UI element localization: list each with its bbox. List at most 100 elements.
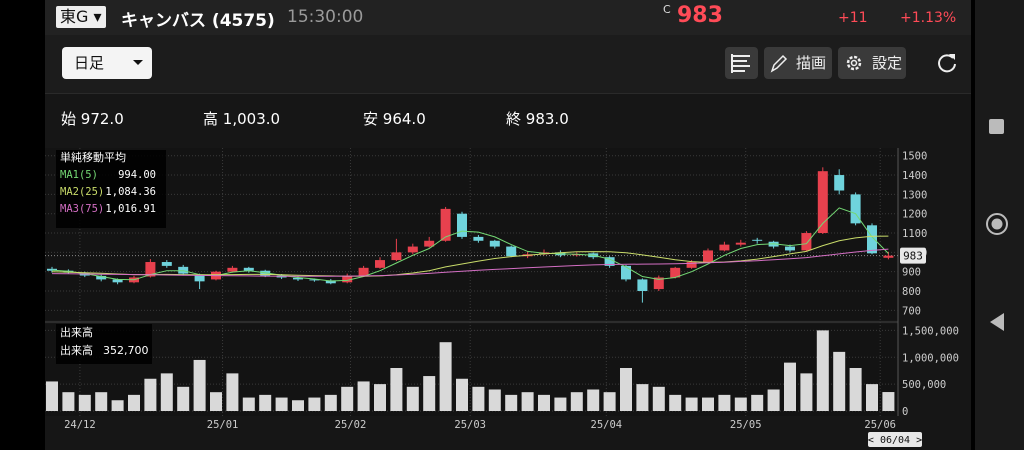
candle-body [752, 239, 763, 241]
grid-layer: 7008009001000110012001300140015000500,00… [45, 148, 959, 418]
volume-bar [784, 362, 796, 411]
candle-body [473, 236, 484, 241]
volume-bar [242, 397, 255, 411]
price-panel [45, 148, 898, 320]
volume-latest-value: 352,700 [103, 344, 149, 357]
legend-box [56, 324, 152, 364]
candle-body [621, 265, 631, 280]
gear-icon [846, 55, 862, 71]
ohlc-value: 1,003.0 [222, 110, 281, 128]
candle-body [457, 213, 467, 237]
volume-legend: 出来高 出来高 352,700 [56, 324, 152, 364]
refresh-button[interactable] [934, 50, 960, 76]
candle-body [112, 279, 123, 283]
y-tick-label: 700 [902, 305, 921, 317]
nav-home-dot [991, 218, 1003, 230]
volume-bar [488, 389, 501, 411]
period-select[interactable]: 日足 [62, 47, 152, 79]
list-icon [731, 54, 750, 73]
volume-bar [341, 386, 354, 411]
legend-value: 994.00 [118, 169, 156, 181]
x-tick-label: 25/05 [730, 419, 762, 431]
candle-body [817, 171, 828, 234]
volume-bar [423, 376, 436, 411]
volume-bar [472, 386, 485, 411]
market: 東G [60, 7, 89, 26]
candle-body [867, 225, 877, 254]
candle-body [391, 252, 402, 261]
volume-bar [800, 373, 813, 411]
candle-body [637, 279, 648, 292]
ma-line [51, 248, 889, 277]
candle-body [358, 267, 369, 276]
y-tick-label: 1100 [902, 228, 927, 240]
volume-bar [374, 384, 386, 411]
y-tick-label: 0 [902, 406, 908, 418]
volume-bar [816, 330, 829, 411]
candle-body [506, 246, 517, 257]
x-tick-label: 25/06 [864, 419, 896, 431]
candle-body [785, 246, 795, 251]
candle-body [407, 246, 418, 253]
volume-bar [652, 386, 665, 411]
candle-body [850, 194, 861, 224]
candle-body [161, 262, 172, 266]
candle-body [703, 250, 713, 263]
candle-body [604, 257, 615, 266]
legend-name: MA3(75) [60, 203, 104, 215]
volume-bar [767, 389, 780, 411]
volume-bar [538, 394, 550, 411]
volume-bar [226, 373, 239, 411]
candle-body [801, 233, 812, 251]
nav-home[interactable] [986, 213, 1008, 235]
volume-bar [390, 368, 403, 411]
x-tick-label: 25/01 [207, 419, 239, 431]
stock-name: キャンバス (4575) [121, 11, 275, 31]
candle-body [719, 244, 730, 251]
volume-title: 出来高 [60, 325, 93, 339]
candle-body [227, 267, 238, 272]
volume-bar [685, 397, 698, 411]
candle-body [145, 262, 156, 277]
nav-recents[interactable] [989, 119, 1004, 134]
volume-bar [718, 394, 731, 411]
market-select[interactable]: 東G ▾ [56, 6, 106, 28]
volume-bar [702, 397, 714, 411]
volume-bar [46, 381, 58, 411]
volume-bar [78, 394, 91, 411]
candle-body [293, 277, 303, 280]
candle-body [375, 260, 385, 268]
price-prefix: C [663, 3, 671, 16]
toolbar: 日足 描画 設定 [45, 35, 971, 94]
pencil-icon [770, 54, 788, 73]
candle-body [424, 240, 435, 247]
x-tick-label: 25/02 [335, 419, 367, 431]
volume-bar [636, 384, 649, 411]
overlay-layer: 983 24/12 25/01 25/02 25/03 25/04 25/05 25/06 < … [64, 247, 926, 447]
cursor-tag [868, 432, 922, 447]
candle-body [834, 175, 845, 191]
y-tick-label: 800 [902, 286, 921, 298]
y-tick-label: 1,000,000 [902, 352, 959, 364]
ohlc-label: 始 [61, 110, 77, 128]
volume-bar [505, 394, 518, 411]
candle-body [325, 280, 336, 284]
marks-layer [46, 167, 895, 411]
list-button[interactable] [725, 47, 758, 79]
draw-button[interactable]: 描画 [764, 47, 832, 79]
volume-bar [357, 381, 370, 411]
y-tick-label: 500,000 [902, 379, 946, 391]
ma-line [51, 207, 889, 282]
settings-button[interactable]: 設定 [838, 47, 906, 79]
ma-line [51, 235, 889, 277]
nav-back[interactable] [990, 313, 1004, 331]
x-tick-label: 25/03 [454, 419, 486, 431]
volume-bar [439, 342, 452, 411]
top-bar: 東G ▾ キャンバス (4575) 15:30:00 C 983 +11 +1.… [45, 0, 971, 35]
volume-bar [177, 386, 190, 411]
volume-bar [521, 392, 534, 411]
legend-name: MA2(25) [60, 186, 104, 198]
volume-bar [882, 392, 895, 411]
volume-bar [554, 397, 567, 411]
candle-body [342, 275, 353, 283]
